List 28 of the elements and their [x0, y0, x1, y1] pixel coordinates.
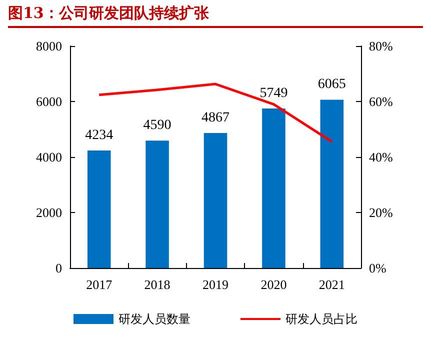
y-tick-label: 6000 — [36, 94, 62, 109]
x-tick-label: 2020 — [260, 277, 287, 292]
bar — [204, 132, 228, 268]
bar — [146, 140, 169, 268]
y-tick-label: 2000 — [36, 205, 62, 220]
bar — [87, 150, 111, 268]
y2-tick-label: 60% — [369, 94, 393, 109]
y2-tick-label: 20% — [369, 205, 393, 220]
data-label: 4867 — [202, 110, 230, 126]
x-tick-label: 2021 — [318, 277, 345, 292]
x-tick-label: 2018 — [144, 277, 170, 292]
chart-title: 图13：公司研发团队持续扩张 — [8, 4, 423, 28]
bar — [320, 100, 344, 268]
data-label: 6065 — [318, 77, 346, 92]
y-tick-label: 0 — [56, 260, 62, 276]
y-tick-label: 8000 — [36, 38, 62, 54]
legend-label: 研发人员数量 — [118, 312, 190, 326]
y2-tick-label: 0% — [369, 260, 386, 276]
bar — [262, 108, 286, 268]
data-label: 4234 — [85, 128, 114, 144]
x-tick-label: 2019 — [202, 277, 228, 292]
x-tick-label: 2017 — [86, 277, 113, 292]
y2-tick-label: 80% — [369, 38, 393, 54]
y2-tick-label: 40% — [369, 150, 393, 164]
legend-label: 研发人员占比 — [286, 312, 358, 326]
data-label: 4590 — [143, 118, 172, 134]
data-label: 5749 — [260, 86, 288, 101]
y-tick-label: 4000 — [36, 150, 62, 164]
